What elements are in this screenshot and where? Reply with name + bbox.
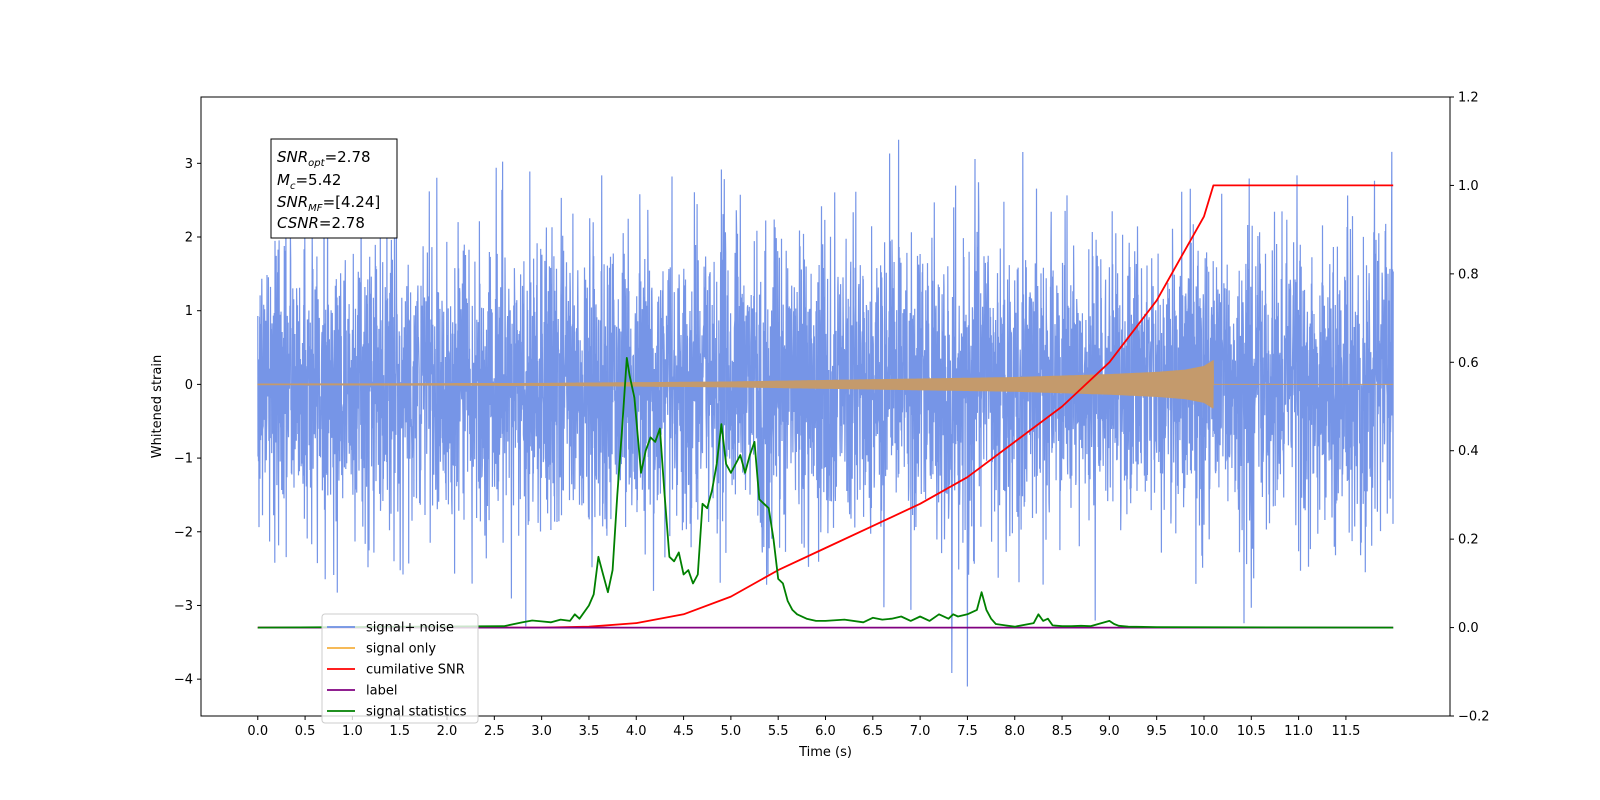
y-tick-label: −1 <box>174 452 193 467</box>
x-tick-label: 3.0 <box>531 724 552 739</box>
x-tick-label: 9.0 <box>1099 724 1120 739</box>
legend-label: signal+ noise <box>366 621 454 636</box>
x-tick-label: 5.5 <box>768 724 789 739</box>
legend-label: cumilative SNR <box>366 663 465 678</box>
y-tick-label: −2 <box>174 525 193 540</box>
x-tick-label: 6.0 <box>815 724 836 739</box>
series-signal-noise-line <box>257 139 1394 687</box>
x-tick-label: 4.0 <box>626 724 647 739</box>
y2-tick-label: 0.0 <box>1458 621 1479 636</box>
y2-tick-label: 0.4 <box>1458 444 1479 459</box>
x-tick-label: 9.5 <box>1146 724 1167 739</box>
axes: 0.0 0.5 1.0 1.5 2.0 2.5 3.0 3.5 4.0 4.5 5.0 5.5 6.0 6… <box>174 91 1490 740</box>
x-tick-label: 2.5 <box>484 724 505 739</box>
x-tick-label: 0.5 <box>295 724 316 739</box>
x-axis-label: Time (s) <box>798 745 852 760</box>
x-tick-label: 11.5 <box>1331 724 1360 739</box>
y-tick-label: 3 <box>185 157 193 172</box>
x-tick-label: 4.5 <box>673 724 694 739</box>
x-tick-label: 2.0 <box>437 724 458 739</box>
series-cumulative-snr-line <box>257 184 1394 629</box>
y-tick-label: 1 <box>185 304 193 319</box>
x-tick-label: 7.0 <box>910 724 931 739</box>
y2-tick-label: 1.0 <box>1458 179 1479 194</box>
legend-label: label <box>366 684 397 699</box>
y2-tick-label: 1.2 <box>1458 91 1479 106</box>
y-tick-label: 0 <box>185 378 193 393</box>
series-signal-statistics-line <box>257 357 1394 629</box>
x-tick-label: 8.5 <box>1052 724 1073 739</box>
y2-tick-label: 0.2 <box>1458 533 1479 548</box>
annotation-box: SNRopt=2.78 Mc=5.42 SNRMF=[4.24] CSNR=2.… <box>270 138 398 239</box>
y-tick-label: −4 <box>174 673 193 688</box>
legend: signal+ noise signal only cumilative SNR la… <box>321 613 479 724</box>
annotation-frame <box>270 138 398 239</box>
y-tick-label: 2 <box>185 231 193 246</box>
x-tick-label: 0.0 <box>247 724 268 739</box>
y-tick-label: −3 <box>174 599 193 614</box>
y-axis-label: Whitened strain <box>150 355 165 458</box>
annotation-mc: Mc=5.42 <box>277 171 341 192</box>
x-tick-label: 1.5 <box>389 724 410 739</box>
annotation-csnr: CSNR=2.78 <box>277 214 365 232</box>
legend-label: signal statistics <box>366 705 467 720</box>
x-tick-label: 7.5 <box>957 724 978 739</box>
x-tick-label: 8.0 <box>1004 724 1025 739</box>
x-tick-label: 10.0 <box>1190 724 1219 739</box>
y2-tick-label: 0.6 <box>1458 356 1479 371</box>
y2-tick-label: −0.2 <box>1458 710 1490 725</box>
x-tick-label: 1.0 <box>342 724 363 739</box>
x-tick-label: 6.5 <box>862 724 883 739</box>
x-tick-label: 5.0 <box>721 724 742 739</box>
series-signal-only-line <box>257 360 1394 409</box>
x-tick-label: 10.5 <box>1237 724 1266 739</box>
y2-tick-label: 0.8 <box>1458 267 1479 282</box>
annotation-snr-opt: SNRopt=2.78 <box>277 148 371 169</box>
legend-frame <box>321 613 479 724</box>
x-tick-label: 3.5 <box>579 724 600 739</box>
x-tick-label: 11.0 <box>1284 724 1313 739</box>
legend-label: signal only <box>366 642 436 657</box>
annotation-snr-mf: SNRMF=[4.24] <box>277 193 380 214</box>
